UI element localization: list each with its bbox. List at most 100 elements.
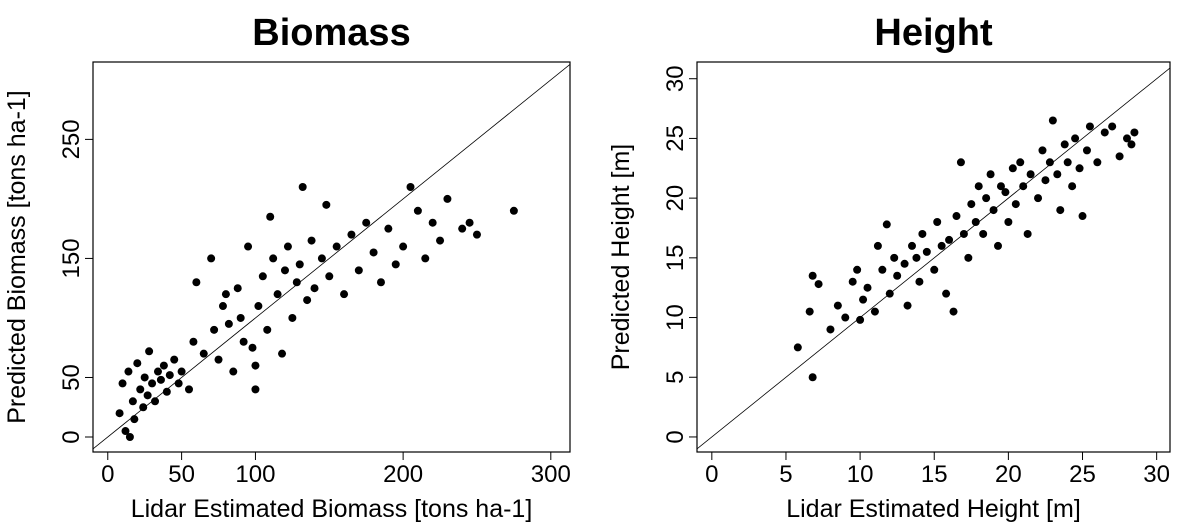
point bbox=[900, 259, 909, 268]
x-tick-label: 20 bbox=[995, 461, 1022, 488]
point bbox=[406, 183, 415, 191]
y-tick-label: 15 bbox=[662, 244, 689, 271]
point bbox=[156, 375, 165, 384]
point bbox=[1115, 152, 1124, 161]
point bbox=[143, 391, 152, 400]
point bbox=[159, 361, 168, 370]
point bbox=[340, 290, 349, 299]
point bbox=[1001, 188, 1010, 197]
point bbox=[465, 218, 474, 227]
y-tick-label: 25 bbox=[662, 125, 689, 152]
y-tick-label: 20 bbox=[662, 185, 689, 212]
point bbox=[509, 206, 518, 215]
point bbox=[848, 277, 857, 286]
y-tick-label: 10 bbox=[662, 304, 689, 331]
x-tick-label: 10 bbox=[847, 461, 874, 488]
point bbox=[1108, 122, 1117, 131]
point bbox=[218, 302, 227, 311]
point bbox=[236, 313, 245, 322]
point bbox=[254, 302, 263, 311]
point bbox=[1078, 212, 1087, 221]
point bbox=[347, 230, 356, 239]
point bbox=[952, 212, 961, 221]
point bbox=[288, 313, 297, 322]
x-tick-label: 200 bbox=[383, 461, 423, 488]
x-tick-label: 300 bbox=[531, 461, 571, 488]
point bbox=[229, 367, 238, 376]
point bbox=[833, 301, 842, 310]
point bbox=[1004, 218, 1013, 227]
point bbox=[922, 247, 931, 256]
point bbox=[322, 200, 331, 209]
point bbox=[1127, 140, 1136, 149]
point bbox=[278, 349, 287, 358]
point bbox=[890, 253, 899, 262]
y-axis-title: Predicted Biomass [tons ha-1] bbox=[3, 90, 31, 424]
x-axis-title: Lidar Estimated Biomass [tons ha-1] bbox=[131, 495, 533, 523]
point bbox=[136, 385, 145, 394]
point bbox=[189, 337, 198, 346]
point bbox=[814, 280, 823, 289]
point bbox=[996, 182, 1005, 191]
point bbox=[354, 266, 363, 275]
point bbox=[145, 347, 154, 356]
point bbox=[133, 359, 142, 368]
point bbox=[148, 379, 157, 388]
point bbox=[971, 218, 980, 227]
point bbox=[303, 296, 312, 305]
point bbox=[292, 278, 301, 287]
y-tick-label: 50 bbox=[58, 364, 85, 391]
point bbox=[115, 409, 124, 418]
point bbox=[192, 278, 201, 287]
point bbox=[863, 283, 872, 292]
point bbox=[280, 266, 289, 275]
point bbox=[428, 218, 437, 227]
point bbox=[882, 220, 891, 229]
point bbox=[1056, 206, 1065, 215]
point bbox=[893, 271, 902, 280]
point bbox=[870, 307, 879, 316]
point bbox=[1023, 229, 1032, 238]
point bbox=[266, 212, 275, 221]
point bbox=[174, 379, 183, 388]
point bbox=[805, 307, 814, 316]
point bbox=[139, 403, 148, 412]
x-tick-label: 25 bbox=[1069, 461, 1096, 488]
point bbox=[399, 242, 408, 251]
x-tick-label: 30 bbox=[1143, 461, 1170, 488]
point bbox=[1048, 116, 1057, 125]
point bbox=[873, 241, 882, 250]
point bbox=[885, 289, 894, 298]
point bbox=[436, 236, 445, 245]
point bbox=[124, 367, 133, 376]
point bbox=[959, 229, 968, 238]
x-tick-label: 50 bbox=[168, 461, 195, 488]
point bbox=[1123, 134, 1131, 143]
point bbox=[918, 229, 927, 238]
point bbox=[908, 241, 916, 250]
point bbox=[956, 158, 965, 167]
point bbox=[362, 218, 371, 227]
chart-title: Biomass bbox=[252, 12, 410, 54]
point bbox=[986, 170, 995, 179]
point bbox=[184, 385, 193, 394]
point bbox=[1082, 146, 1091, 155]
point bbox=[1011, 200, 1020, 209]
point bbox=[930, 265, 939, 274]
y-tick-label: 0 bbox=[58, 430, 85, 443]
x-tick-label: 100 bbox=[235, 461, 275, 488]
point bbox=[269, 254, 278, 263]
y-tick-label: 250 bbox=[58, 119, 85, 159]
y-tick-label: 150 bbox=[58, 238, 85, 278]
one-to-one-line bbox=[697, 67, 1170, 450]
point bbox=[421, 254, 430, 263]
point bbox=[151, 397, 160, 406]
point bbox=[214, 355, 223, 364]
point bbox=[974, 182, 983, 191]
point bbox=[979, 229, 988, 238]
point bbox=[949, 307, 958, 316]
point bbox=[384, 224, 393, 233]
plot-frame bbox=[92, 61, 571, 453]
